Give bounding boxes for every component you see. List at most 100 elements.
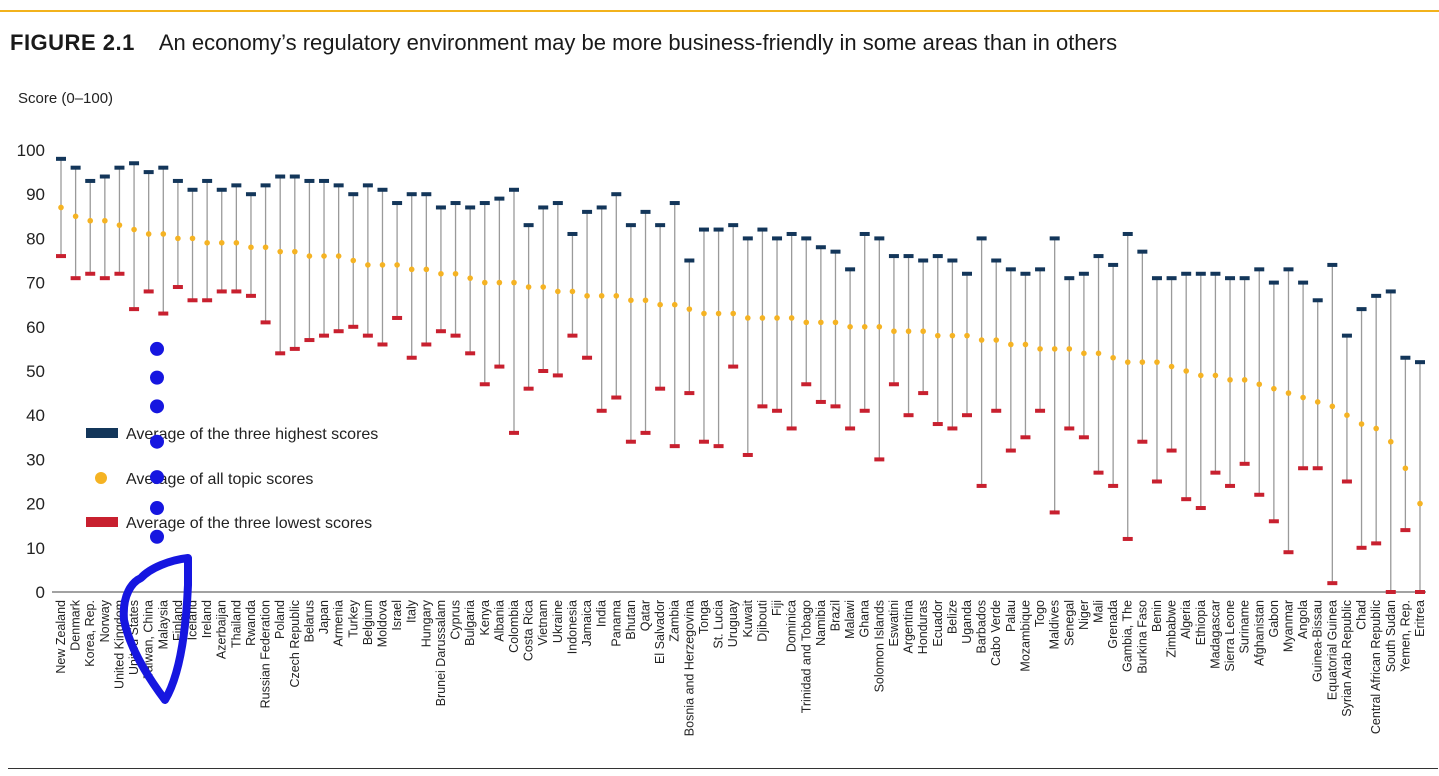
high-score-marker xyxy=(245,192,256,197)
average-score-point xyxy=(832,319,839,326)
average-score-point xyxy=(715,310,722,317)
low-score-marker xyxy=(1283,550,1294,555)
high-score-marker xyxy=(567,231,578,236)
x-tick-label: Kenya xyxy=(478,600,492,635)
annotation-dot xyxy=(150,529,164,544)
high-score-marker xyxy=(1312,298,1323,303)
x-tick-label: Ghana xyxy=(858,600,872,638)
x-tick-label: Myanmar xyxy=(1281,600,1295,652)
average-score-point xyxy=(394,262,400,268)
low-score-marker xyxy=(1166,448,1177,453)
high-score-marker xyxy=(1239,276,1250,281)
average-score-point xyxy=(876,324,883,330)
average-score-point xyxy=(598,293,605,299)
high-score-marker xyxy=(772,236,783,241)
low-score-marker xyxy=(1225,483,1236,488)
average-score-point xyxy=(818,319,824,326)
low-score-marker xyxy=(1035,408,1046,413)
low-score-marker xyxy=(421,342,432,347)
average-score-point xyxy=(1387,438,1394,445)
average-score-point xyxy=(248,244,254,251)
low-score-marker xyxy=(1005,448,1016,453)
average-score-point xyxy=(671,301,678,308)
average-score-point xyxy=(58,204,64,211)
high-score-marker xyxy=(728,223,739,228)
average-score-point xyxy=(584,293,590,299)
high-score-marker xyxy=(625,223,636,228)
figure-title: An economy’s regulatory environment may … xyxy=(158,30,1118,55)
high-score-marker xyxy=(392,201,403,206)
average-score-point xyxy=(701,310,707,317)
average-score-point xyxy=(1198,372,1204,379)
x-tick-label: Afghanistan xyxy=(1252,600,1266,666)
average-score-point xyxy=(481,279,488,286)
average-score-point xyxy=(759,315,766,321)
low-score-marker xyxy=(143,289,154,294)
average-score-point xyxy=(87,217,94,224)
average-score-point xyxy=(993,337,1000,343)
x-tick-label: Fiji xyxy=(770,600,784,616)
average-score-point xyxy=(920,328,926,335)
low-score-marker xyxy=(669,444,680,449)
low-score-marker xyxy=(698,439,709,444)
x-tick-label: Syrian Arab Republic xyxy=(1340,600,1354,717)
x-tick-label: Honduras xyxy=(916,600,930,654)
low-score-marker xyxy=(275,351,286,356)
x-tick-label: Korea, Rep. xyxy=(83,600,97,667)
low-score-marker xyxy=(260,320,271,325)
x-tick-label: Grenada xyxy=(1106,600,1120,649)
high-score-marker xyxy=(786,231,797,236)
low-score-marker xyxy=(1122,536,1133,541)
high-score-marker xyxy=(202,178,213,183)
average-score-point xyxy=(102,217,108,224)
average-score-point xyxy=(189,235,196,242)
low-score-marker xyxy=(1400,528,1411,533)
annotation-dot xyxy=(150,341,164,356)
high-score-marker xyxy=(56,156,66,161)
legend-label-avg: Average of all topic scores xyxy=(126,471,313,488)
high-score-marker xyxy=(450,201,461,206)
average-score-point xyxy=(642,297,649,304)
high-score-marker xyxy=(1268,280,1279,285)
x-tick-label: Uruguay xyxy=(726,599,740,647)
y-tick-label: 0 xyxy=(36,583,45,602)
low-score-marker xyxy=(757,404,768,409)
x-tick-label: Jamaica xyxy=(580,600,594,647)
average-score-point xyxy=(686,306,693,312)
high-score-marker xyxy=(611,192,622,197)
low-score-marker xyxy=(289,346,300,351)
average-score-point xyxy=(555,288,561,295)
low-score-marker xyxy=(158,311,169,316)
average-score-point xyxy=(452,270,459,277)
average-score-point xyxy=(1314,399,1321,405)
x-tick-label: Palau xyxy=(1004,600,1018,632)
average-score-point xyxy=(1373,425,1379,432)
high-score-marker xyxy=(158,165,169,170)
average-score-point xyxy=(1285,390,1292,396)
low-score-marker xyxy=(56,254,66,259)
average-score-point xyxy=(467,275,473,281)
high-score-marker xyxy=(932,254,943,259)
low-score-marker xyxy=(772,408,783,413)
x-tick-label: Belize xyxy=(945,600,959,634)
low-score-marker xyxy=(1151,479,1162,484)
x-tick-label: Japan xyxy=(317,600,331,634)
x-tick-label: New Zealand xyxy=(54,600,68,674)
high-score-marker xyxy=(1137,249,1148,254)
x-tick-label: Argentina xyxy=(902,600,916,654)
average-score-point xyxy=(1300,394,1306,401)
average-score-point xyxy=(1329,403,1336,410)
average-score-point xyxy=(1037,346,1043,352)
high-score-marker xyxy=(1181,271,1192,276)
x-tick-label: Djibouti xyxy=(755,600,769,642)
average-score-point xyxy=(978,337,985,343)
annotation-dot xyxy=(150,370,164,385)
x-tick-label: Rwanda xyxy=(244,600,258,646)
average-score-point xyxy=(350,257,357,264)
annotation-scribble xyxy=(119,554,192,704)
low-score-marker xyxy=(333,329,344,334)
high-score-marker xyxy=(1225,276,1236,281)
high-score-marker xyxy=(1415,360,1425,365)
high-score-marker xyxy=(918,258,929,263)
